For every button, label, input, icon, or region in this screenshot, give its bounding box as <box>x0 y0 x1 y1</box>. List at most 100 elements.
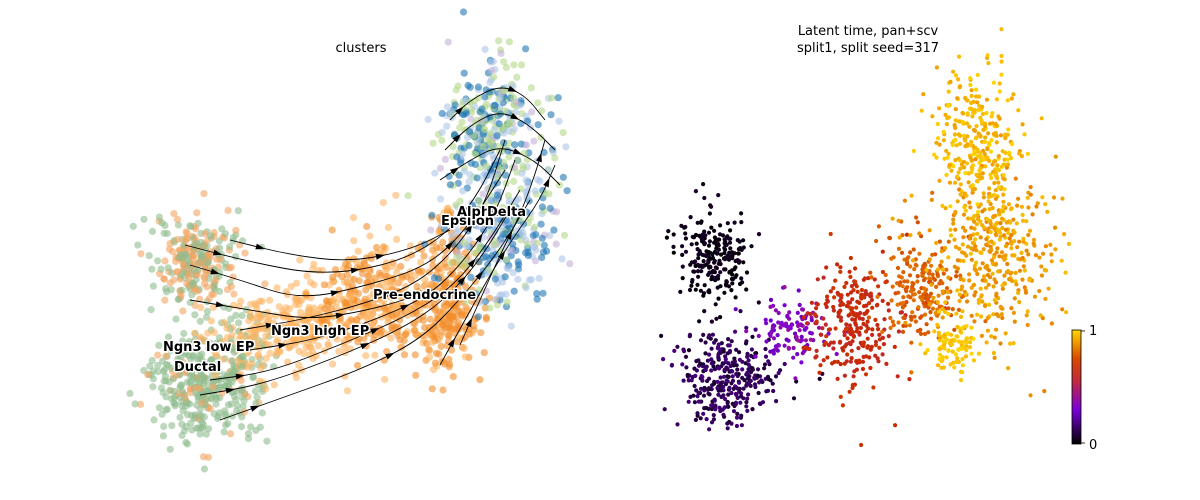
latent-cell-point <box>1006 202 1012 207</box>
latent-cell-point <box>721 374 727 379</box>
latent-cell-point <box>1001 199 1006 204</box>
streamline <box>439 148 561 186</box>
cell-point <box>455 171 463 179</box>
cell-point <box>392 191 400 199</box>
latent-cell-point <box>1008 341 1013 346</box>
latent-cell-point <box>974 172 979 177</box>
cell-point <box>438 320 446 329</box>
cell-point <box>228 412 236 420</box>
latent-cell-point <box>838 339 843 344</box>
latent-cell-point <box>911 287 916 292</box>
latent-cell-point <box>711 381 717 386</box>
cell-point <box>302 290 310 298</box>
latent-cell-point <box>710 252 715 257</box>
cell-point <box>474 313 482 321</box>
latent-cell-point <box>893 291 898 296</box>
latent-cell-point <box>946 89 951 94</box>
colorbar-gradient <box>1071 329 1082 445</box>
latent-cell-point <box>755 367 761 372</box>
latent-cell-point <box>1010 142 1015 147</box>
cell-point <box>168 422 176 430</box>
latent-cell-point <box>896 218 901 223</box>
latent-cell-point <box>954 311 959 316</box>
latent-cell-point <box>997 230 1003 235</box>
latent-cell-point <box>801 315 806 320</box>
latent-cell-point <box>766 359 771 364</box>
cell-point <box>320 281 328 289</box>
cell-point <box>295 301 303 309</box>
latent-cell-point <box>701 182 706 187</box>
cell-point <box>193 209 201 217</box>
cell-point <box>549 148 557 156</box>
latent-cell-point <box>729 390 734 396</box>
cell-point <box>437 342 445 350</box>
cell-point <box>241 249 249 257</box>
latent-cell-point <box>917 231 922 236</box>
cell-point <box>540 241 548 249</box>
cell-point <box>262 385 270 393</box>
latent-cell-point <box>869 275 874 280</box>
latent-cell-point <box>813 321 818 326</box>
latent-cell-point <box>975 202 980 207</box>
latent-cell-point <box>870 305 875 310</box>
streamline-arrow <box>452 134 461 143</box>
cell-point <box>300 350 308 358</box>
cell-point <box>252 399 260 407</box>
latent-cell-point <box>943 246 948 251</box>
latent-cell-point <box>782 285 787 290</box>
latent-cell-point <box>716 273 721 278</box>
latent-cell-point <box>961 133 967 138</box>
cell-point <box>266 296 274 304</box>
latent-cell-point <box>950 349 955 354</box>
latent-cell-point <box>915 220 920 225</box>
latent-cell-point <box>1025 322 1030 328</box>
cell-point <box>493 191 501 199</box>
latent-cell-point <box>871 385 876 390</box>
latent-cell-point <box>1030 212 1035 217</box>
cell-point <box>350 237 358 245</box>
latent-cell-point <box>709 403 714 408</box>
latent-cell-point <box>874 303 880 308</box>
latent-cell-point <box>697 249 702 254</box>
latent-cell-point <box>731 409 737 414</box>
latent-cell-point <box>842 284 847 289</box>
cell-point <box>203 307 211 315</box>
latent-cell-point <box>710 274 715 279</box>
latent-cell-point <box>808 330 813 335</box>
latent-cell-point <box>694 241 699 246</box>
cell-point <box>362 307 370 315</box>
streamline-arrow <box>543 177 550 188</box>
cell-point <box>149 383 157 391</box>
cell-point <box>387 334 395 342</box>
cell-point <box>566 260 574 268</box>
latent-cell-point <box>725 399 730 405</box>
latent-cell-point <box>1020 255 1025 261</box>
cell-point <box>543 247 551 255</box>
latent-cell-point <box>740 359 745 364</box>
cell-point <box>186 222 194 230</box>
latent-cell-point <box>968 251 974 256</box>
latent-cell-point <box>1012 253 1017 258</box>
latent-cell-point <box>718 383 724 389</box>
latent-cell-point <box>836 310 841 315</box>
latent-cell-point <box>960 325 965 331</box>
cell-point <box>149 282 157 290</box>
latent-cell-point <box>725 426 730 431</box>
latent-cell-point <box>1019 204 1024 209</box>
latent-cell-point <box>813 355 818 360</box>
latent-cell-point <box>698 234 703 239</box>
latent-cell-point <box>844 303 850 309</box>
latent-cell-point <box>988 275 993 280</box>
latent-cell-point <box>985 328 991 333</box>
latent-cell-point <box>941 129 946 134</box>
latent-cell-point <box>736 380 742 385</box>
latent-cell-point <box>951 69 956 74</box>
latent-cell-point <box>945 331 950 336</box>
latent-cell-point <box>968 143 974 148</box>
latent-cell-point <box>726 374 731 379</box>
cell-point <box>491 240 499 249</box>
latent-cell-point <box>995 163 1000 168</box>
latent-cell-point <box>980 111 986 117</box>
cell-point <box>200 280 208 288</box>
